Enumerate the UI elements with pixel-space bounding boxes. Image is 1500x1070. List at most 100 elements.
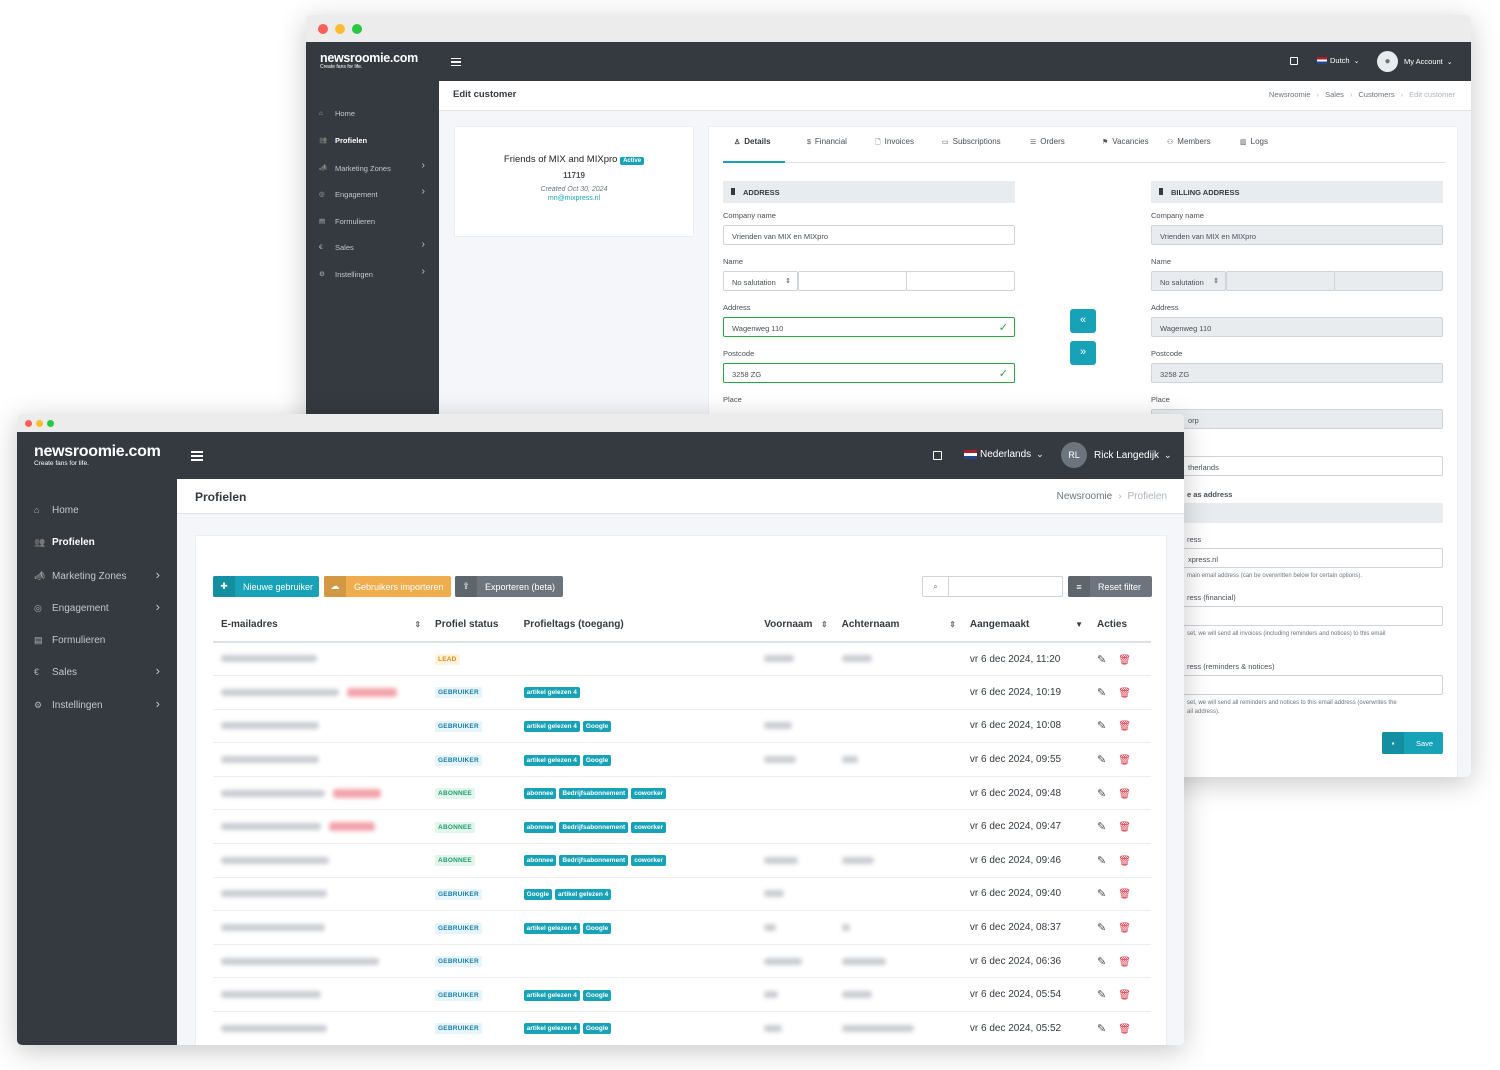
salutation-select[interactable]: No salutation ⇕ <box>723 271 798 291</box>
edit-pencil-icon[interactable]: ✎ <box>1097 821 1107 834</box>
column-header-voornaam[interactable]: Voornaam ⇕ <box>756 608 834 643</box>
breadcrumb-link[interactable]: Newsroomie <box>1268 90 1311 99</box>
postcode-input[interactable]: 3258 ZG ✓ <box>723 363 1015 383</box>
profile-tag[interactable]: artikel gelezen 4 <box>523 687 580 699</box>
reminders-email-input[interactable] <box>1151 675 1443 695</box>
hamburger-menu-icon[interactable] <box>451 58 461 67</box>
delete-trash-icon[interactable]: 🗑 <box>1118 855 1131 867</box>
billing-email-input[interactable]: xpress.nl <box>1151 548 1443 568</box>
column-header-acties[interactable]: Acties <box>1089 608 1151 643</box>
language-select[interactable]: Nederlands ⌄ <box>964 449 1044 460</box>
profile-tag[interactable]: artikel gelezen 4 <box>523 989 580 1001</box>
window-minimize-dot[interactable] <box>36 420 43 427</box>
edit-pencil-icon[interactable]: ✎ <box>1097 989 1107 1002</box>
billing-postcode-input[interactable]: 3258 ZG <box>1151 363 1443 383</box>
edit-pencil-icon[interactable]: ✎ <box>1097 922 1107 935</box>
sidebar-item-formulieren[interactable]: ▤ Formulieren <box>306 211 439 231</box>
sidebar-item-home[interactable]: ⌂ Home <box>17 498 177 522</box>
breadcrumb-link[interactable]: Newsroomie <box>1056 491 1113 502</box>
sidebar-item-marketing-zones[interactable]: 📣 Marketing Zones › <box>306 158 439 178</box>
billing-last-name-input[interactable] <box>1334 271 1443 291</box>
financial-email-input[interactable] <box>1151 606 1443 626</box>
profile-tag[interactable]: artikel gelezen 4 <box>523 720 580 732</box>
table-row[interactable]: GEBRUIKER artikel gelezen 4 Google vr 6 dec… <box>213 709 1151 744</box>
billing-place-input[interactable]: orp <box>1151 409 1443 429</box>
column-header-e-mailadres[interactable]: E-mailadres ⇕ <box>213 608 428 643</box>
account-menu[interactable]: ● My Account ⌄ <box>1377 51 1453 72</box>
language-select[interactable]: Dutch ⌄ <box>1317 56 1359 65</box>
sidebar-item-sales[interactable]: € Sales › <box>306 237 439 257</box>
billing-company-input[interactable]: Vrienden van MIX en MIXpro <box>1151 225 1443 245</box>
brand-logo[interactable]: newsroomie.com Create fans for life. <box>320 51 418 70</box>
account-menu[interactable]: RL Rick Langedijk ⌄ <box>1061 442 1172 468</box>
profile-tag[interactable]: coworker <box>631 788 667 800</box>
billing-extra-field[interactable] <box>1151 503 1443 523</box>
table-row[interactable]: ABONNEE abonnee Bedrijfsabonnement coworker… <box>213 809 1151 845</box>
copy-to-address-button[interactable]: « <box>1070 309 1096 333</box>
copy-to-billing-button[interactable]: » <box>1070 341 1096 365</box>
sort-icon[interactable]: ⇕ <box>949 620 956 629</box>
window-maximize-dot[interactable] <box>352 24 362 34</box>
export-button[interactable]: ⇪ Exporteren (beta) <box>455 576 563 597</box>
delete-trash-icon[interactable]: 🗑 <box>1118 889 1131 901</box>
sidebar-item-home[interactable]: ⌂ Home <box>306 103 439 123</box>
edit-pencil-icon[interactable]: ✎ <box>1097 653 1107 666</box>
address-input[interactable]: Wagenweg 110 ✓ <box>723 317 1015 337</box>
column-header-aangemaakt[interactable]: Aangemaakt ▼ <box>961 608 1090 643</box>
search-input[interactable] <box>949 577 1061 596</box>
save-button[interactable]: ▪ Save <box>1382 732 1443 754</box>
tab-details[interactable]: ♙ Details <box>734 137 771 146</box>
profile-tag[interactable]: Google <box>582 1023 612 1035</box>
profile-tag[interactable]: Google <box>582 989 612 1001</box>
column-header-profiel-status[interactable]: Profiel status <box>427 608 516 643</box>
table-row[interactable]: ABONNEE abonnee Bedrijfsabonnement coworker… <box>213 843 1151 878</box>
table-row[interactable]: GEBRUIKER artikel gelezen 4 Google vr 6 dec… <box>213 742 1151 777</box>
sidebar-item-marketing-zones[interactable]: 📣 Marketing Zones › <box>17 564 177 588</box>
table-row[interactable]: GEBRUIKER Google artikel gelezen 4 vr 6 dec… <box>213 877 1151 912</box>
delete-trash-icon[interactable]: 🗑 <box>1118 956 1131 968</box>
sidebar-item-formulieren[interactable]: ▤ Formulieren <box>17 628 177 652</box>
reset-filter-button[interactable]: ≡ Reset filter <box>1068 576 1152 597</box>
profile-tag[interactable]: Google <box>582 720 612 732</box>
delete-trash-icon[interactable]: 🗑 <box>1118 1023 1131 1035</box>
sort-icon[interactable]: ⇕ <box>414 620 422 629</box>
customer-email-link[interactable]: mn@mixpress.nl <box>547 195 601 202</box>
profile-tag[interactable]: Google <box>582 754 612 766</box>
tab-orders[interactable]: ☰ Orders <box>1030 137 1065 146</box>
first-name-input[interactable] <box>798 271 907 291</box>
tab-logs[interactable]: ▥ Logs <box>1240 137 1268 146</box>
tab-members[interactable]: ⚇ Members <box>1167 137 1211 146</box>
sidebar-item-instellingen[interactable]: ⚙ Instellingen › <box>17 693 177 717</box>
edit-pencil-icon[interactable]: ✎ <box>1097 787 1107 800</box>
brand-logo[interactable]: newsroomie.com Create fans for life. <box>34 443 161 467</box>
profile-tag[interactable]: artikel gelezen 4 <box>523 754 580 766</box>
sidebar-item-engagement[interactable]: ◎ Engagement › <box>306 184 439 204</box>
profile-tag[interactable]: Bedrijfsabonnement <box>559 788 629 800</box>
sidebar-item-profielen[interactable]: 👥 Profielen <box>306 130 439 150</box>
table-row[interactable]: GEBRUIKER artikel gelezen 4 Google vr 6 dec… <box>213 910 1151 945</box>
sidebar-item-sales[interactable]: € Sales › <box>17 660 177 684</box>
delete-trash-icon[interactable]: 🗑 <box>1118 721 1131 733</box>
column-header-profieltags-toegang[interactable]: Profieltags (toegang) <box>515 608 757 643</box>
table-row[interactable]: ABONNEE abonnee Bedrijfsabonnement coworker… <box>213 776 1151 811</box>
table-row[interactable]: GEBRUIKER artikel gelezen 4 Google vr 6 dec… <box>213 977 1151 1013</box>
new-user-button[interactable]: ✚ Nieuwe gebruiker <box>213 576 319 597</box>
edit-pencil-icon[interactable]: ✎ <box>1097 720 1107 733</box>
delete-trash-icon[interactable]: 🗑 <box>1118 822 1131 834</box>
sort-desc-icon[interactable]: ▼ <box>1075 620 1084 629</box>
table-row[interactable]: GEBRUIKER artikel gelezen 4 Google vr 6 dec… <box>213 1011 1151 1045</box>
edit-pencil-icon[interactable]: ✎ <box>1097 955 1107 968</box>
edit-pencil-icon[interactable]: ✎ <box>1097 754 1107 767</box>
delete-trash-icon[interactable]: 🗑 <box>1118 990 1131 1002</box>
profile-tag[interactable]: abonnee <box>523 788 557 800</box>
window-close-dot[interactable] <box>318 24 328 34</box>
window-minimize-dot[interactable] <box>335 24 345 34</box>
fullscreen-icon[interactable] <box>1290 57 1298 65</box>
billing-salutation-select[interactable]: No salutation ⇕ <box>1151 271 1226 291</box>
sidebar-item-engagement[interactable]: ◎ Engagement › <box>17 596 177 620</box>
breadcrumb-link[interactable]: Customers <box>1358 90 1395 99</box>
table-row[interactable]: LEAD vr 6 dec 2024, 11:20 ✎ 🗑 <box>213 642 1151 677</box>
delete-trash-icon[interactable]: 🗑 <box>1118 923 1131 935</box>
import-users-button[interactable]: ☁ Gebruikers importeren <box>324 576 451 597</box>
profile-tag[interactable]: Bedrijfsabonnement <box>559 855 629 867</box>
